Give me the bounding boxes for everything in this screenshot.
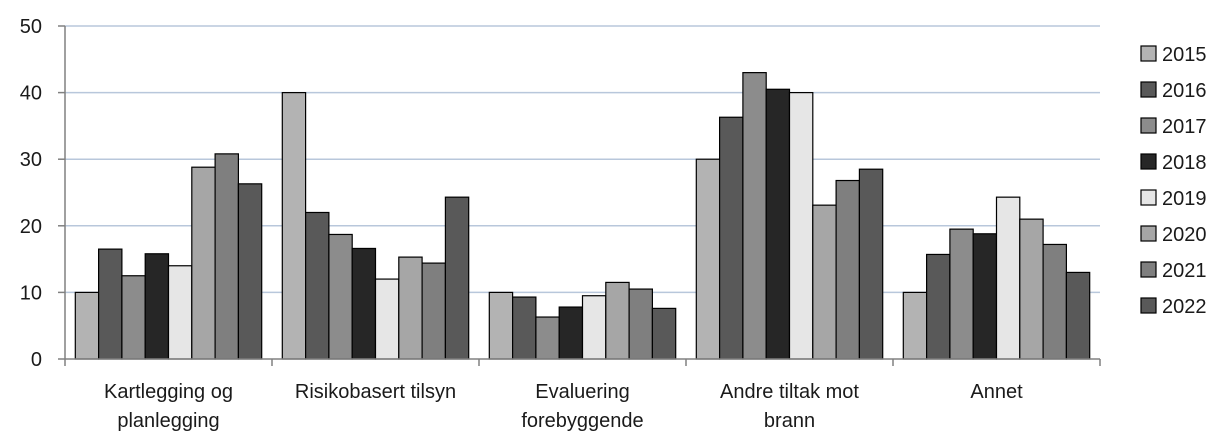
bar-2017-3 (742, 72, 767, 360)
y-tick-labels: 0 10 20 30 40 50 (20, 16, 42, 371)
legend-swatch-2017 (1140, 117, 1157, 134)
bar-2017-2 (535, 316, 560, 360)
legend-label: 2019 (1162, 188, 1207, 210)
bar-2015-3 (695, 158, 721, 360)
bar-2022-2 (651, 307, 677, 360)
bar-2020-1 (398, 256, 423, 360)
legend-label: 2015 (1162, 44, 1207, 66)
bar-2017-0 (121, 275, 146, 360)
bar-2022-3 (858, 168, 884, 360)
bar-2015-1 (281, 91, 307, 360)
bar-2022-4 (1065, 271, 1091, 360)
legend-swatch-2015 (1140, 45, 1157, 62)
bar-2015-2 (488, 291, 514, 360)
bar-2018-1 (351, 247, 377, 360)
legend-label: 2018 (1162, 152, 1207, 174)
category-label: brann (764, 410, 815, 432)
bar-2015-0 (74, 291, 100, 360)
category-label: forebyggende (521, 410, 643, 432)
y-tick-label: 40 (20, 83, 42, 105)
bar-2021-1 (421, 262, 447, 360)
bar-2020-0 (191, 166, 216, 360)
bar-2019-1 (374, 278, 400, 360)
category-labels: Kartlegging og planlegging Risikobasert ti… (104, 381, 1023, 432)
y-tick-label: 50 (20, 16, 42, 38)
bar-2018-3 (765, 88, 791, 360)
bar-2020-2 (605, 281, 630, 360)
bar-2019-3 (788, 91, 814, 360)
category-label: Kartlegging og (104, 381, 233, 403)
bar-2018-4 (972, 233, 998, 360)
legend-swatch-2016 (1140, 81, 1157, 98)
legend-label: 2022 (1162, 296, 1207, 318)
category-label: Evaluering (535, 381, 630, 403)
bar-2017-4 (949, 228, 974, 360)
bar-2019-4 (995, 196, 1021, 360)
category-label: Risikobasert tilsyn (295, 381, 456, 403)
legend: 2015 2016 2017 2018 2019 2020 2021 2022 (1140, 44, 1207, 318)
legend-swatch-2022 (1140, 297, 1157, 314)
bar-2018-2 (558, 306, 584, 360)
legend-label: 2020 (1162, 224, 1207, 246)
bar-2016-2 (511, 296, 537, 360)
bar-2016-1 (305, 211, 330, 360)
axes (58, 25, 1101, 366)
y-tick-label: 30 (20, 149, 42, 171)
category-label: planlegging (117, 410, 219, 432)
legend-swatch-2019 (1140, 189, 1157, 206)
legend-label: 2017 (1162, 116, 1207, 138)
bar-2016-4 (925, 253, 951, 360)
bar-2020-4 (1019, 218, 1044, 360)
bar-2021-2 (628, 288, 653, 360)
bar-2017-1 (328, 233, 353, 360)
bar-2019-0 (167, 265, 193, 360)
category-label: Annet (970, 381, 1023, 403)
legend-swatch-2021 (1140, 261, 1157, 278)
bar-2015-4 (902, 291, 928, 360)
bar-2019-2 (581, 295, 607, 360)
legend-swatch-2020 (1140, 225, 1157, 242)
legend-swatch-2018 (1140, 153, 1157, 170)
bar-2021-4 (1042, 243, 1067, 360)
legend-label: 2021 (1162, 260, 1207, 282)
bar-2021-3 (835, 179, 860, 360)
y-tick-label: 0 (31, 349, 42, 371)
y-tick-label: 20 (20, 216, 42, 238)
bar-2016-0 (97, 248, 123, 360)
bars (74, 72, 1091, 360)
bar-2016-3 (718, 116, 744, 360)
bar-2018-0 (144, 253, 170, 360)
bar-2020-3 (812, 204, 837, 360)
bar-2021-0 (214, 153, 240, 360)
category-label: Andre tiltak mot (720, 381, 859, 403)
legend-label: 2016 (1162, 80, 1207, 102)
y-tick-label: 10 (20, 282, 42, 304)
bar-2022-0 (237, 183, 263, 360)
bar-2022-1 (444, 196, 470, 360)
